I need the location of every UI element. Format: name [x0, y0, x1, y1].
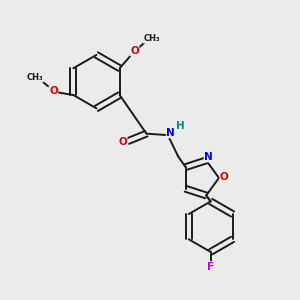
Text: N: N	[204, 152, 213, 162]
Text: CH₃: CH₃	[26, 73, 43, 82]
Text: O: O	[220, 172, 229, 182]
Text: N: N	[167, 128, 175, 138]
Text: CH₃: CH₃	[143, 34, 160, 43]
Text: O: O	[49, 86, 58, 96]
Text: O: O	[130, 46, 139, 56]
Text: O: O	[118, 137, 127, 147]
Text: F: F	[207, 262, 214, 272]
Text: H: H	[176, 121, 185, 130]
